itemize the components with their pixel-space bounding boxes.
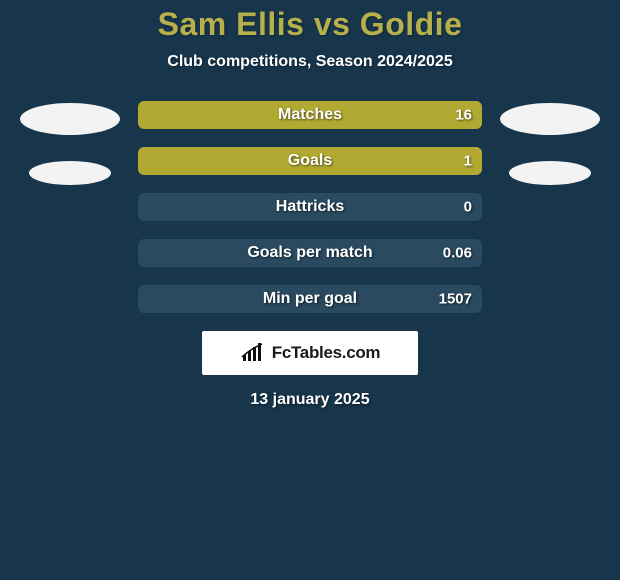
stat-bar-label: Hattricks [276,198,344,216]
stat-bar-goals-per-match: Goals per match 0.06 [138,239,482,267]
stat-bar-label: Matches [278,106,342,124]
season-subtitle: Club competitions, Season 2024/2025 [0,53,620,71]
attribution-badge: FcTables.com [202,331,418,375]
stat-bar-label: Min per goal [263,290,357,308]
left-shape-2 [29,161,111,185]
stat-bar-min-per-goal: Min per goal 1507 [138,285,482,313]
infographic-canvas: Sam Ellis vs Goldie Club competitions, S… [0,0,620,580]
right-shape-1 [500,103,600,135]
stat-bar-value: 0.06 [443,245,472,262]
stat-bar-value: 1507 [439,291,472,308]
stat-bar-value: 1 [464,153,472,170]
left-shape-1 [20,103,120,135]
right-player-column [500,101,600,185]
stat-bar-label: Goals [288,152,332,170]
attribution-text: FcTables.com [272,343,381,363]
left-player-column [20,101,120,185]
bar-chart-icon [240,343,266,363]
stat-bar-value: 0 [464,199,472,216]
stat-bar-label: Goals per match [247,244,372,262]
stat-bar-matches: Matches 16 [138,101,482,129]
comparison-title: Sam Ellis vs Goldie [0,0,620,43]
stat-bar-value: 16 [455,107,472,124]
snapshot-date: 13 january 2025 [0,391,620,409]
stat-bar-goals: Goals 1 [138,147,482,175]
right-shape-2 [509,161,591,185]
stat-bar-hattricks: Hattricks 0 [138,193,482,221]
stat-bars: Matches 16 Goals 1 Hattricks 0 Goals per… [138,101,482,313]
content-row: Matches 16 Goals 1 Hattricks 0 Goals per… [0,101,620,313]
